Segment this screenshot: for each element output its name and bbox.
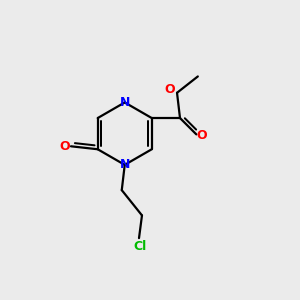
Text: N: N [119, 158, 130, 171]
Text: O: O [196, 129, 207, 142]
Text: Cl: Cl [134, 240, 147, 253]
Text: O: O [164, 83, 175, 96]
Text: N: N [119, 96, 130, 109]
Text: O: O [59, 140, 70, 153]
